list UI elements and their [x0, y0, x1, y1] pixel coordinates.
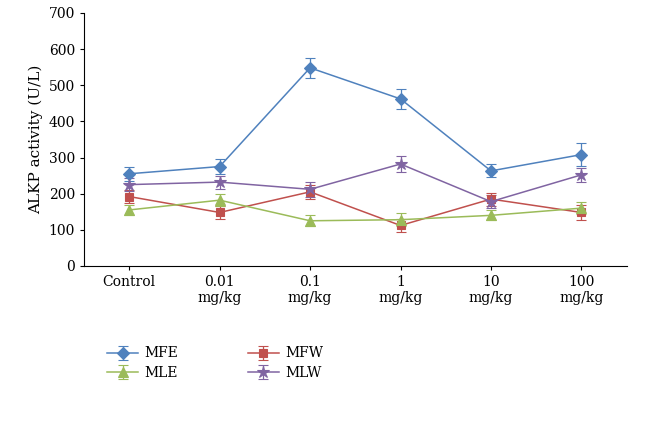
Legend: MFE, MLE, MFW, MLW: MFE, MLE, MFW, MLW: [102, 341, 329, 386]
Y-axis label: ALKP activity (U/L): ALKP activity (U/L): [28, 65, 43, 214]
